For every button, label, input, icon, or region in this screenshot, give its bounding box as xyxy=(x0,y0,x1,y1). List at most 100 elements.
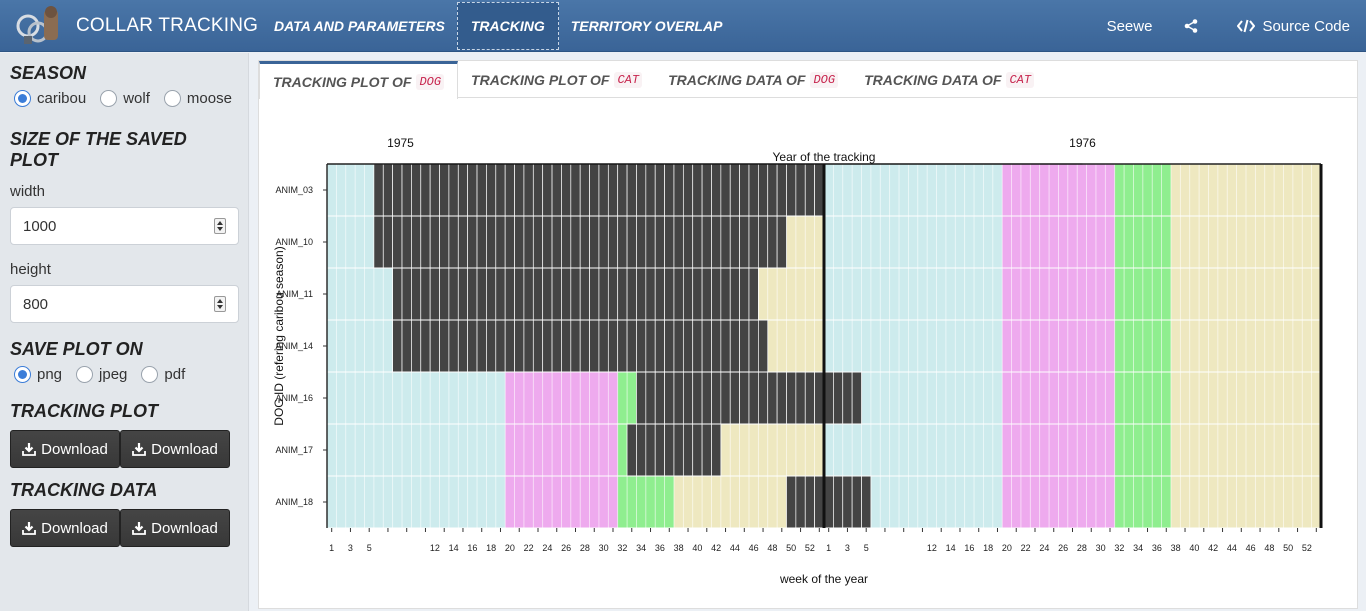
season-option-moose[interactable]: moose xyxy=(160,90,232,107)
nav-data-and-parameters[interactable]: DATA AND PARAMETERS xyxy=(274,18,445,34)
x-tick-label: 20 xyxy=(1002,543,1012,553)
brand[interactable]: COLLAR TRACKING xyxy=(14,4,258,48)
tab-tracking-plot-cat[interactable]: TRACKING PLOT OF CAT xyxy=(458,61,655,98)
tracked-week-mark xyxy=(486,319,497,373)
width-value: 1000 xyxy=(23,217,57,235)
season-cell xyxy=(917,164,928,528)
radio-icon[interactable] xyxy=(100,90,118,107)
tracked-week-mark xyxy=(542,267,553,321)
radio-icon[interactable] xyxy=(163,90,181,107)
tracked-week-mark xyxy=(476,163,487,217)
user-link[interactable]: Seewe xyxy=(1091,18,1169,35)
tracked-week-mark xyxy=(626,215,637,269)
tracked-week-mark xyxy=(711,267,722,321)
x-tick-label: 24 xyxy=(1039,543,1049,553)
x-tick-label: 48 xyxy=(767,543,777,553)
tracked-week-mark xyxy=(504,215,515,269)
download-plot-dog-button[interactable]: Download xyxy=(10,430,120,468)
season-cell xyxy=(1020,164,1031,528)
download-data-dog-button[interactable]: Download xyxy=(10,509,120,547)
tracked-week-mark xyxy=(654,215,665,269)
season-cell xyxy=(992,164,1003,528)
tracked-week-mark xyxy=(739,215,750,269)
sidebar: SEASON caribou wolf moose SIZE OF THE SA… xyxy=(0,53,249,611)
tracked-week-mark xyxy=(579,319,590,373)
tracked-week-mark xyxy=(701,163,712,217)
season-option-caribou[interactable]: caribou xyxy=(10,90,86,107)
download-plot-cat-button[interactable]: Download xyxy=(120,430,230,468)
share-button[interactable] xyxy=(1168,19,1221,33)
tracked-week-mark xyxy=(636,371,647,425)
source-code-label: Source Code xyxy=(1262,17,1350,35)
tab-tracking-data-dog[interactable]: TRACKING DATA OF DOG xyxy=(655,61,851,98)
nav-tracking[interactable]: TRACKING xyxy=(456,2,559,50)
tab-label: TRACKING DATA OF xyxy=(668,71,806,88)
y-tick-label: ANIM_16 xyxy=(275,393,313,403)
x-tick-label: 18 xyxy=(486,543,496,553)
tracked-week-mark xyxy=(711,371,722,425)
source-code-link[interactable]: Source Code xyxy=(1221,18,1366,35)
x-tick-label: 20 xyxy=(505,543,515,553)
tracked-week-mark xyxy=(664,371,675,425)
tracked-week-mark xyxy=(570,215,581,269)
season-cell xyxy=(927,164,937,528)
save-option-pdf[interactable]: pdf xyxy=(137,366,185,383)
season-cell xyxy=(786,164,797,528)
season-cell xyxy=(1189,164,1200,528)
tracked-week-mark xyxy=(570,163,581,217)
width-input[interactable]: 1000 xyxy=(10,207,239,245)
radio-icon[interactable] xyxy=(76,366,94,383)
season-cell xyxy=(355,164,365,528)
save-option-jpeg[interactable]: jpeg xyxy=(72,366,127,383)
save-option-label: jpeg xyxy=(99,366,128,383)
tracked-week-mark xyxy=(692,215,703,269)
season-cell xyxy=(1086,164,1097,528)
radio-selected-icon[interactable] xyxy=(14,366,31,383)
radio-selected-icon[interactable] xyxy=(14,90,31,107)
radio-icon[interactable] xyxy=(141,366,159,383)
download-data-cat-button[interactable]: Download xyxy=(120,509,230,547)
save-option-label: png xyxy=(37,366,63,383)
tracked-week-mark xyxy=(561,319,572,373)
tracked-week-mark xyxy=(758,319,769,373)
tracked-week-mark xyxy=(589,319,600,373)
tab-tracking-data-cat[interactable]: TRACKING DATA OF CAT xyxy=(851,61,1047,98)
tracked-week-mark xyxy=(439,163,450,217)
nav-territory-overlap[interactable]: TERRITORY OVERLAP xyxy=(570,18,723,34)
tracked-week-mark xyxy=(729,163,740,217)
y-tick-label: ANIM_14 xyxy=(275,341,313,351)
tracked-week-mark xyxy=(420,319,431,373)
tab-tracking-plot-dog[interactable]: TRACKING PLOT OF DOG xyxy=(259,61,459,99)
tracked-week-mark xyxy=(673,267,684,321)
tracked-week-mark xyxy=(514,319,525,373)
season-cell xyxy=(852,164,862,528)
season-option-label: moose xyxy=(186,90,232,107)
season-cell xyxy=(1255,164,1265,528)
tab-code: DOG xyxy=(810,71,839,88)
season-cell xyxy=(945,164,956,528)
x-tick-label: 22 xyxy=(524,543,534,553)
season-cell xyxy=(1302,164,1312,528)
x-tick-label: 32 xyxy=(1114,543,1124,553)
tracked-week-mark xyxy=(467,319,478,373)
tracked-week-mark xyxy=(645,319,656,373)
tracked-week-mark xyxy=(758,163,769,217)
season-cell xyxy=(795,164,806,528)
spinner-icon[interactable] xyxy=(214,218,226,234)
season-option-wolf[interactable]: wolf xyxy=(96,90,150,107)
tracked-week-mark xyxy=(598,319,609,373)
nav-right: Seewe Source Code xyxy=(1091,0,1366,52)
season-cell xyxy=(1077,164,1087,528)
tracked-week-mark xyxy=(486,267,497,321)
x-tick-label: 40 xyxy=(692,543,702,553)
save-option-png[interactable]: png xyxy=(10,366,62,383)
tracked-week-mark xyxy=(645,371,656,425)
tracked-week-mark xyxy=(626,163,637,217)
season-cell xyxy=(955,164,965,528)
tracked-week-mark xyxy=(561,267,572,321)
tracked-week-mark xyxy=(833,371,844,425)
spinner-icon[interactable] xyxy=(214,296,226,312)
height-input[interactable]: 800 xyxy=(10,285,239,323)
code-icon xyxy=(1237,19,1256,33)
season-cell xyxy=(1039,164,1050,528)
